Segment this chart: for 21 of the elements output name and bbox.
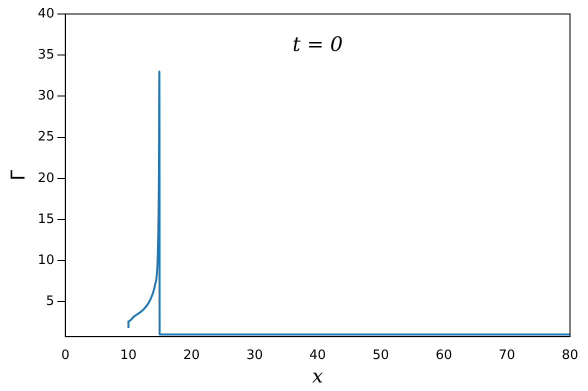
- y-axis-title: Γ: [7, 170, 30, 181]
- y-tick-label: 35: [38, 47, 54, 62]
- x-tick-label: 70: [498, 348, 516, 363]
- x-tick-label: 40: [309, 348, 326, 363]
- x-axis-title: x: [312, 366, 324, 388]
- y-tick-label: 5: [46, 294, 54, 310]
- x-tick-label: 60: [436, 348, 452, 363]
- x-tick-label: 30: [246, 348, 263, 363]
- x-tick-label: 20: [183, 348, 200, 363]
- line-series: [127, 70, 570, 336]
- x-tick-label: 0: [61, 348, 70, 363]
- x-tick-label: 50: [372, 348, 390, 363]
- y-tick-label: 30: [38, 88, 54, 104]
- y-tick-label: 25: [38, 130, 54, 145]
- y-tick-label: 40: [38, 6, 54, 22]
- y-tick-label: 10: [38, 252, 54, 268]
- y-tick-label: 15: [38, 212, 54, 227]
- x-tick-label: 10: [120, 348, 137, 363]
- x-tick-label: 80: [562, 348, 578, 363]
- annotation: t = 0: [292, 32, 344, 56]
- y-tick-label: 20: [38, 170, 54, 186]
